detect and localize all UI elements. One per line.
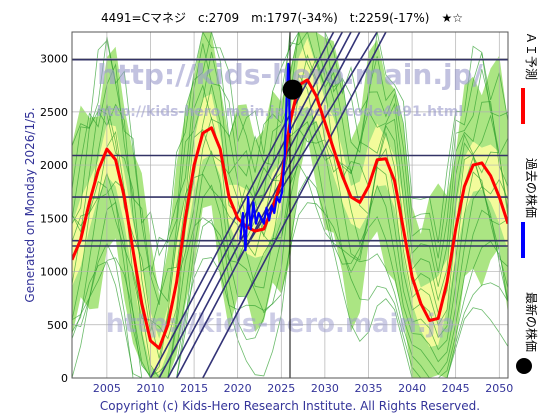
x-tick-label: 2030	[311, 382, 339, 395]
x-tick-label: 2020	[224, 382, 252, 395]
generated-date-label: Generated on Monday 2026/1/5.	[23, 107, 37, 302]
series-lines	[72, 62, 508, 350]
x-tick-label: 2035	[354, 382, 382, 395]
trend-line	[175, 32, 361, 378]
x-tick-label: 2005	[93, 382, 121, 395]
y-tick-label: 3000	[40, 53, 68, 66]
x-tick-label: 2025	[267, 382, 295, 395]
y-axis-ticks: 0 500 1000 1500 2000 2500 3000	[40, 53, 68, 385]
legend-latest-price-label: 最新の株価	[524, 292, 539, 352]
copyright-text: Copyright (c) Kids-Hero Research Institu…	[100, 399, 480, 413]
trend-line	[202, 32, 387, 378]
x-axis-ticks: 2005 2010 2015 2020 2025 2030 2035 2040 2045 2050	[93, 382, 513, 395]
x-tick-label: 2045	[442, 382, 470, 395]
legend-past-price-label: 過去の株価	[524, 158, 539, 218]
past-price-line	[239, 62, 292, 252]
legend-ai-forecast-label: ＡＩ予測	[524, 32, 538, 80]
legend-ai-forecast-swatch	[521, 88, 525, 124]
markers	[282, 79, 303, 100]
trend-line	[149, 32, 335, 378]
y-tick-label: 1500	[40, 212, 68, 225]
y-tick-label: 0	[61, 372, 68, 385]
x-tick-label: 2010	[136, 382, 164, 395]
y-tick-label: 2000	[40, 159, 68, 172]
legend-latest-price-swatch	[516, 358, 532, 374]
x-tick-label: 2050	[485, 382, 513, 395]
legend-past-price-swatch	[521, 222, 525, 258]
latest-price-marker	[282, 79, 303, 100]
y-tick-label: 2500	[40, 106, 68, 119]
y-tick-label: 500	[47, 319, 68, 332]
trend-line	[236, 32, 378, 262]
plot-frame	[71, 31, 509, 379]
x-tick-label: 2040	[398, 382, 426, 395]
y-tick-label: 1000	[40, 266, 68, 279]
watermark-mid: http://kids-hero.main.jp/stocks/code4491…	[97, 104, 463, 120]
legend: ＡＩ予測 過去の株価 最新の株価	[516, 32, 539, 374]
x-tick-label: 2015	[180, 382, 208, 395]
watermark-bottom: http://kids-hero.main.jp	[106, 309, 455, 339]
band-line	[72, 32, 508, 277]
chart-header: 4491=Cマネジ c:2709 m:1797(-34%) t:2259(-17…	[101, 11, 463, 25]
trend-line	[167, 32, 352, 378]
